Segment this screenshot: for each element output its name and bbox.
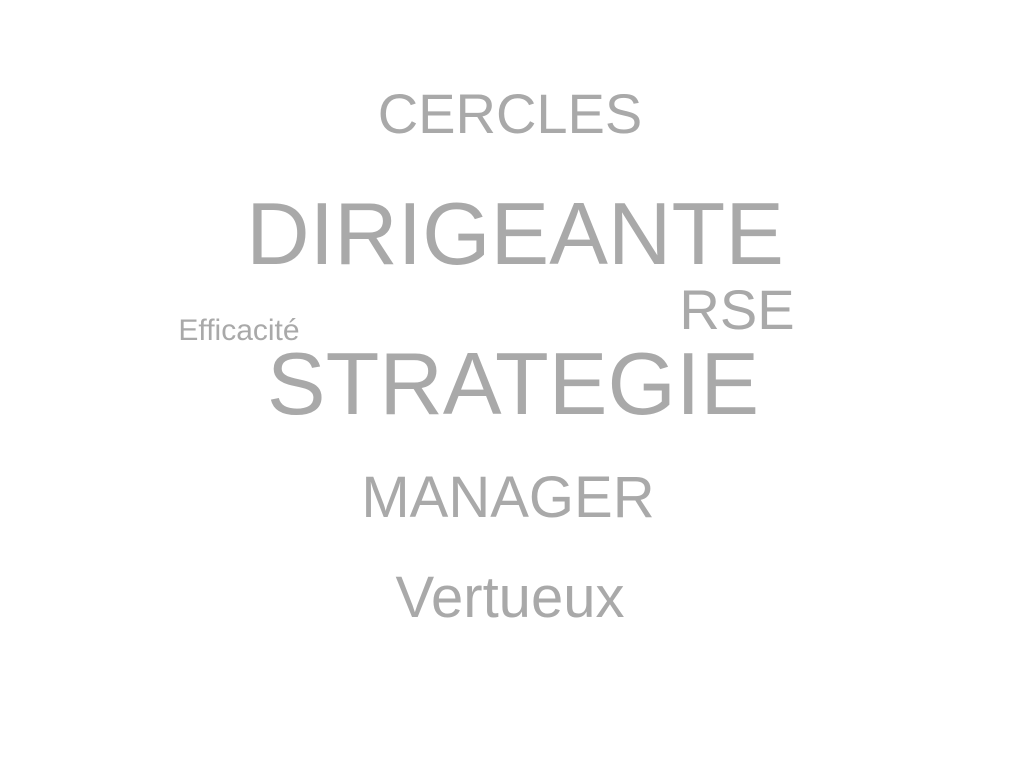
word-strategie: STRATEGIE	[266, 334, 760, 433]
word-rse: RSE	[679, 278, 795, 341]
word-efficacite: Efficacité	[178, 314, 300, 347]
word-manager: MANAGER	[361, 465, 655, 530]
word-cercles: CERCLES	[377, 82, 643, 145]
word-vertueux: Vertueux	[395, 565, 625, 630]
word-dirigeante: DIRIGEANTE	[246, 184, 784, 283]
